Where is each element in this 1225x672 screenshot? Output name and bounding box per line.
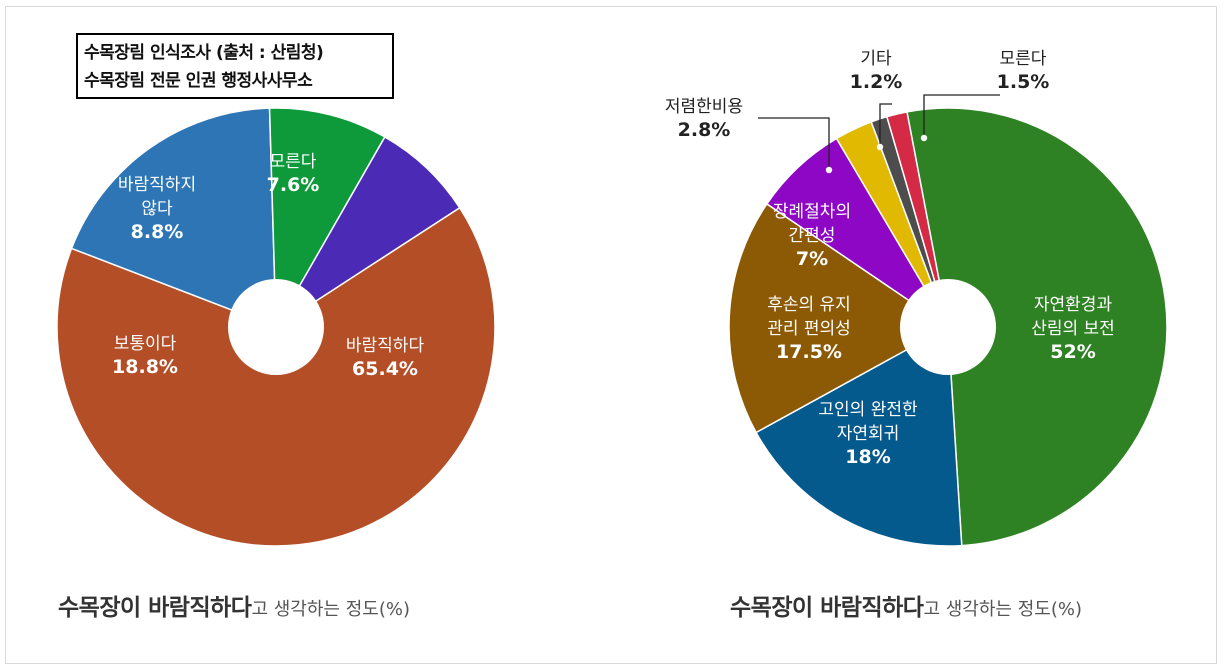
slice-label: 저렴한비용: [665, 97, 743, 117]
slice-value-label: 8.8%: [131, 221, 184, 243]
chart-2-caption: 수목장이 바람직하다고 생각하는 정도(%): [730, 588, 1082, 622]
slice-label: 모른다: [1000, 49, 1047, 69]
slice-label: 장례절차의: [773, 202, 851, 222]
slice-value-label: 7%: [796, 248, 828, 270]
chart-1-caption-strong: 수목장이 바람직하다: [58, 595, 252, 621]
slice-label: 자연환경과: [1034, 295, 1113, 315]
pie-slice: [885, 111, 949, 328]
chart-1-caption: 수목장이 바람직하다고 생각하는 정도(%): [58, 588, 410, 622]
slice-label: 관리 편의성: [767, 319, 851, 339]
chart-frame: [5, 6, 1217, 664]
slice-label: 기타: [860, 49, 892, 69]
slice-label: 보통이다: [114, 334, 177, 354]
slice-label: 간편성: [789, 226, 836, 246]
slice-value-label: 2.8%: [678, 119, 731, 141]
pie-slice: [728, 202, 950, 434]
slice-label: 후손의 유지: [767, 295, 851, 315]
chart-2-caption-strong: 수목장이 바람직하다: [730, 595, 924, 621]
pie-slice: [70, 107, 277, 329]
leader-dot: [825, 166, 833, 174]
slice-value-label: 17.5%: [776, 341, 842, 363]
slice-value-label: 52%: [1050, 341, 1095, 363]
slice-label: 고인의 완전한: [818, 400, 918, 420]
slice-value-label: 7.6%: [267, 174, 320, 196]
leader-dot: [920, 134, 928, 142]
pie-slice: [56, 206, 496, 547]
pie-slice: [275, 135, 461, 328]
pie-slice: [906, 107, 1168, 547]
source-box: 수목장림 인식조사 (출처 : 산림청) 수목장림 전문 인권 행정사사무소: [76, 33, 394, 99]
donut-hole: [228, 279, 324, 375]
leader-dot: [876, 143, 884, 151]
leader-line: [879, 103, 892, 145]
slice-label: 않다: [141, 199, 173, 219]
slice-value-label: 1.2%: [850, 71, 903, 93]
source-line-2: 수목장림 전문 인권 행정사사무소: [84, 71, 313, 91]
chart-2-caption-rest: 고 생각하는 정도(%): [923, 599, 1082, 620]
slice-value-label: 1.5%: [997, 71, 1050, 93]
slice-label: 자연회귀: [837, 424, 900, 444]
slice-value-label: 18.8%: [112, 356, 178, 378]
donut-hole: [900, 279, 996, 375]
slice-label: 모른다: [270, 152, 317, 172]
chart-1-caption-rest: 고 생각하는 정도(%): [251, 599, 410, 620]
slice-label: 산림의 보전: [1031, 319, 1115, 339]
slice-label: 바람직하지: [118, 175, 196, 195]
pie-slice: [268, 107, 386, 330]
leader-line: [758, 117, 830, 168]
pie-slice: [755, 325, 963, 547]
source-line-1: 수목장림 인식조사 (출처 : 산림청): [84, 43, 324, 63]
slice-value-label: 65.4%: [352, 358, 418, 380]
slice-label: 바람직하다: [346, 336, 425, 356]
leader-line: [923, 94, 1000, 136]
slice-value-label: 18%: [845, 446, 890, 468]
